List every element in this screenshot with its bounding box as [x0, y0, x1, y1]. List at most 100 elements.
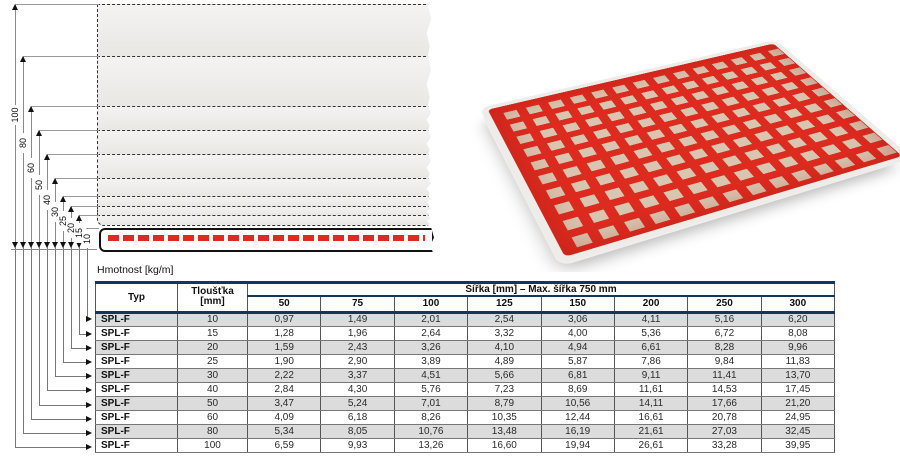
connector-vertical — [31, 248, 32, 419]
dimension-label: 25 — [58, 211, 68, 231]
weight-cell: 2,43 — [320, 340, 395, 355]
weight-cell: 12,44 — [540, 410, 615, 425]
weight-cell: 8,08 — [760, 326, 836, 341]
dimension-leader — [63, 196, 99, 197]
weight-cell: 3,47 — [246, 396, 322, 411]
arrow-up-icon — [68, 206, 74, 212]
weight-cell: 33,28 — [687, 438, 762, 453]
connector-horizontal — [15, 447, 86, 448]
dimension-label: 80 — [18, 133, 28, 153]
dimension-leader — [55, 178, 99, 179]
typ-cell: SPL-F — [95, 340, 178, 355]
profile-slab — [97, 56, 431, 107]
weight-cell: 4,00 — [540, 326, 615, 341]
dimension-line — [71, 206, 72, 248]
dimension-label: 50 — [34, 175, 44, 195]
arrow-down-icon — [28, 242, 34, 248]
weight-cell: 8,79 — [467, 396, 542, 411]
dimension-leader — [23, 56, 99, 57]
arrow-down-icon — [36, 242, 42, 248]
thickness-cell: 40 — [177, 382, 248, 397]
connector-vertical — [79, 248, 80, 334]
weight-cell: 5,87 — [540, 354, 615, 369]
arrow-up-icon — [20, 56, 26, 62]
typ-cell: SPL-F — [95, 312, 178, 327]
dimension-leader — [87, 228, 99, 229]
arrow-down-icon — [20, 242, 26, 248]
thickness-cell: 10 — [177, 312, 248, 327]
weight-cell: 2,54 — [467, 312, 542, 327]
width-column-header: 100 — [393, 295, 469, 314]
dimension-label: 15 — [74, 223, 84, 243]
profile-slab — [97, 178, 431, 197]
dimension-line — [63, 196, 64, 248]
arrow-right-icon — [86, 402, 92, 408]
width-header: Šířka [mm] – Max. šířka 750 mm — [247, 282, 835, 296]
typ-cell: SPL-F — [95, 410, 178, 425]
connector-vertical — [55, 248, 56, 376]
product-photo — [455, 0, 900, 272]
weight-cell: 20,78 — [687, 410, 762, 425]
weight-cell: 4,30 — [320, 382, 395, 397]
thickness-header-line1: Tloušťka — [191, 286, 234, 298]
typ-cell: SPL-F — [95, 438, 178, 453]
dimension-line — [55, 178, 56, 248]
dimension-leader — [79, 215, 99, 216]
thickness-cell: 80 — [177, 424, 248, 439]
dimension-leader — [15, 4, 99, 5]
dimension-leader — [39, 130, 99, 131]
connector-vertical — [23, 248, 24, 433]
dimension-leader — [71, 206, 99, 207]
weight-cell: 10,35 — [467, 410, 542, 425]
dimension-line — [15, 4, 16, 248]
weight-cell: 8,05 — [320, 424, 395, 439]
profile-slab — [97, 206, 431, 216]
weight-cell: 5,76 — [393, 382, 469, 397]
arrow-right-icon — [86, 416, 92, 422]
arrow-down-icon — [84, 242, 90, 248]
width-column-header: 150 — [540, 295, 615, 314]
weight-cell: 13,26 — [393, 438, 469, 453]
weight-cell: 4,11 — [613, 312, 689, 327]
width-column-header: 300 — [760, 295, 836, 314]
width-column-header: 75 — [320, 295, 395, 314]
weight-cell: 6,59 — [246, 438, 322, 453]
weight-cell: 14,53 — [687, 382, 762, 397]
thickness-cell: 20 — [177, 340, 248, 355]
thickness-header: Tloušťka [mm] — [177, 282, 248, 314]
weight-cell: 6,72 — [687, 326, 762, 341]
weight-cell: 6,61 — [613, 340, 689, 355]
thickness-cell: 100 — [177, 438, 248, 453]
weight-cell: 1,28 — [246, 326, 322, 341]
table-row: SPL-F 30 2,22 3,37 4,51 5,66 6,81 9,11 11,41 13,7… — [95, 368, 836, 383]
typ-cell: SPL-F — [95, 354, 178, 369]
dimension-leader — [47, 154, 99, 155]
weight-cell: 7,23 — [467, 382, 542, 397]
weight-cell: 11,61 — [613, 382, 689, 397]
arrow-up-icon — [12, 4, 18, 10]
width-column-header: 200 — [613, 295, 689, 314]
dimension-label: 100 — [10, 105, 20, 125]
arrow-down-icon — [68, 242, 74, 248]
width-column-header: 250 — [687, 295, 762, 314]
typ-cell: SPL-F — [95, 424, 178, 439]
connector-horizontal — [55, 376, 86, 377]
weight-cell: 3,37 — [320, 368, 395, 383]
arrow-right-icon — [86, 373, 92, 379]
dimension-line — [23, 56, 24, 248]
weight-cell: 10,76 — [393, 424, 469, 439]
weight-cell: 10,56 — [540, 396, 615, 411]
dimension-line — [39, 130, 40, 248]
thickness-cell: 60 — [177, 410, 248, 425]
dimension-line — [31, 106, 32, 248]
thickness-header-line2: [mm] — [200, 296, 225, 308]
table-row: SPL-F 60 4,09 6,18 8,26 10,35 12,44 16,61 20,78 2… — [95, 410, 836, 425]
baseline — [11, 249, 97, 250]
weight-cell: 2,90 — [320, 354, 395, 369]
weight-cell: 14,11 — [613, 396, 689, 411]
connector-horizontal — [23, 433, 86, 434]
arrow-up-icon — [36, 130, 42, 136]
weight-cell: 6,18 — [320, 410, 395, 425]
weight-cell: 8,69 — [540, 382, 615, 397]
connector-horizontal — [39, 405, 86, 406]
